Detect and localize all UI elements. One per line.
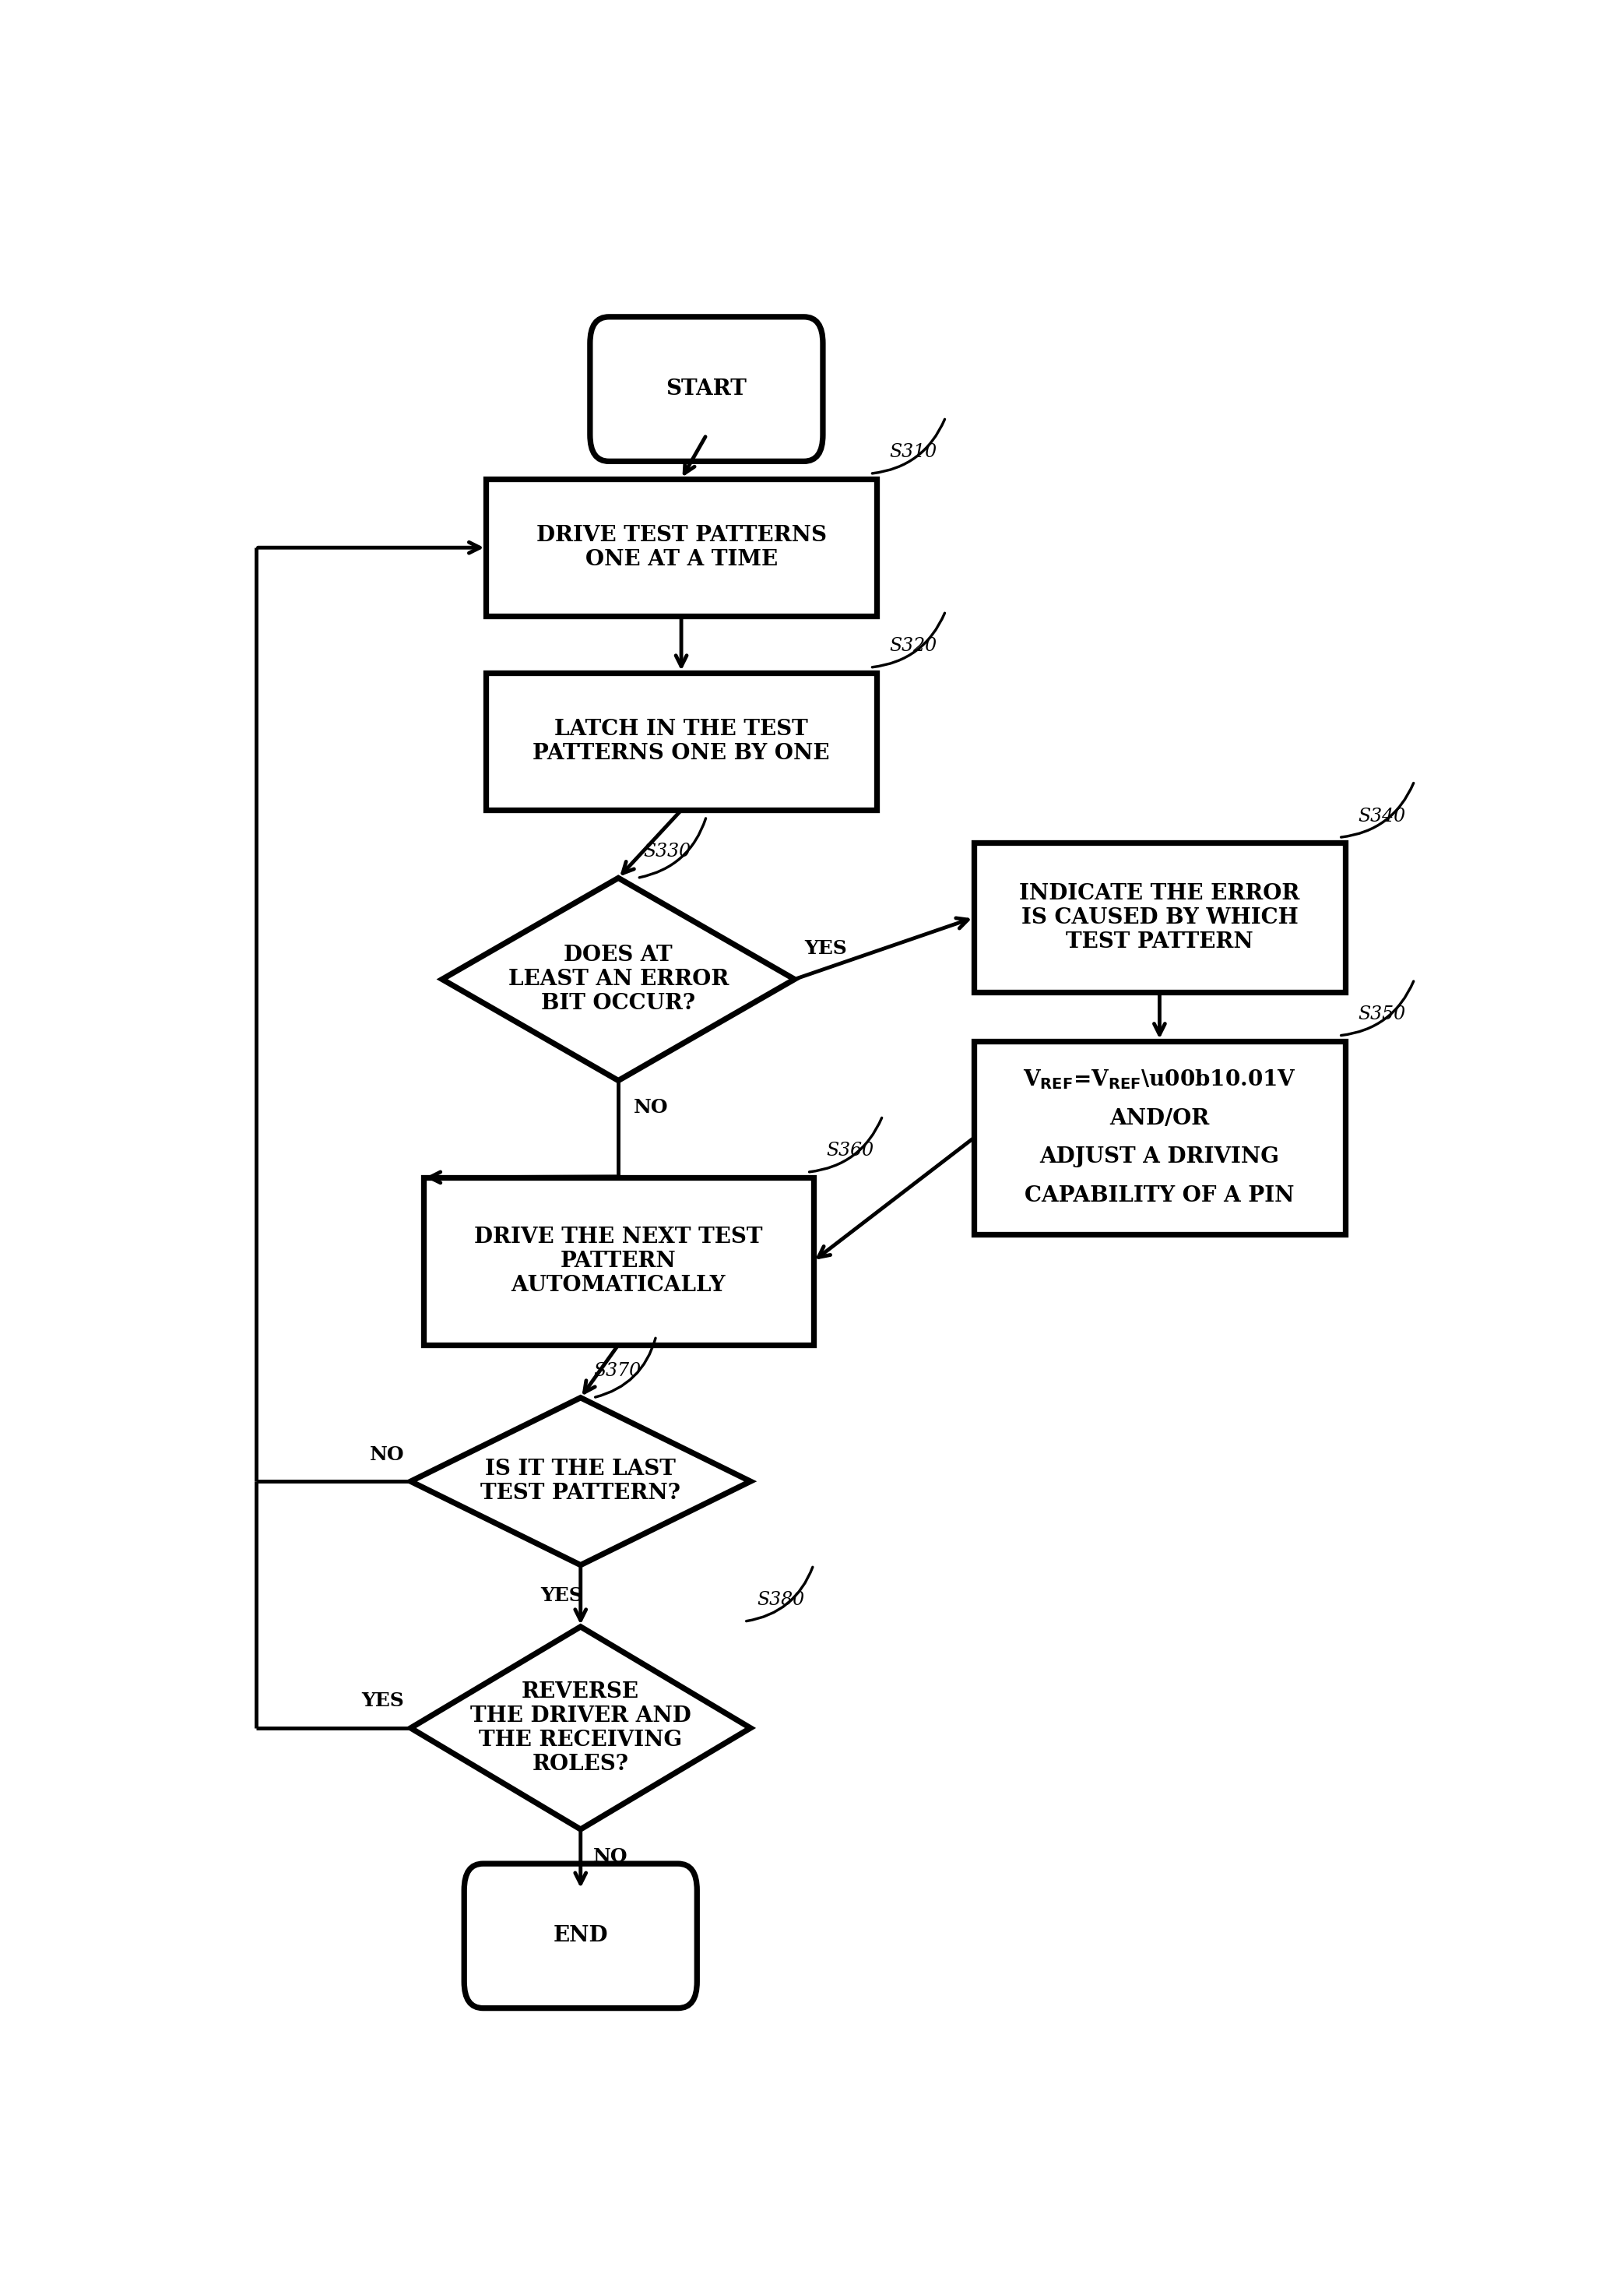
Text: S380: S380	[757, 1590, 804, 1608]
FancyBboxPatch shape	[486, 478, 877, 615]
Text: S360: S360	[827, 1142, 874, 1160]
Text: S330: S330	[643, 842, 692, 860]
Text: NO: NO	[633, 1098, 667, 1117]
Text: NO: NO	[593, 1846, 628, 1865]
Text: INDICATE THE ERROR
IS CAUSED BY WHICH
TEST PATTERN: INDICATE THE ERROR IS CAUSED BY WHICH TE…	[1020, 883, 1299, 952]
Text: NO: NO	[370, 1446, 404, 1464]
Text: DOES AT
LEAST AN ERROR
BIT OCCUR?: DOES AT LEAST AN ERROR BIT OCCUR?	[508, 945, 729, 1014]
Text: ADJUST A DRIVING: ADJUST A DRIVING	[1039, 1146, 1280, 1167]
Text: LATCH IN THE TEST
PATTERNS ONE BY ONE: LATCH IN THE TEST PATTERNS ONE BY ONE	[533, 718, 830, 764]
Text: YES: YES	[541, 1586, 583, 1604]
FancyBboxPatch shape	[486, 673, 877, 810]
Text: S310: S310	[888, 444, 937, 462]
Polygon shape	[442, 879, 794, 1080]
Text: S340: S340	[1358, 808, 1405, 826]
Polygon shape	[411, 1398, 750, 1565]
Text: CAPABILITY OF A PIN: CAPABILITY OF A PIN	[1025, 1185, 1294, 1206]
Polygon shape	[411, 1627, 750, 1830]
Text: S320: S320	[888, 636, 937, 654]
Text: REVERSE
THE DRIVER AND
THE RECEIVING
ROLES?: REVERSE THE DRIVER AND THE RECEIVING ROL…	[469, 1682, 692, 1775]
FancyBboxPatch shape	[464, 1865, 697, 2009]
Text: END: END	[554, 1926, 607, 1947]
FancyBboxPatch shape	[974, 1041, 1345, 1236]
Text: YES: YES	[804, 940, 848, 959]
Text: DRIVE THE NEXT TEST
PATTERN
AUTOMATICALLY: DRIVE THE NEXT TEST PATTERN AUTOMATICALL…	[474, 1226, 763, 1295]
Text: IS IT THE LAST
TEST PATTERN?: IS IT THE LAST TEST PATTERN?	[481, 1460, 680, 1503]
Text: START: START	[666, 378, 747, 400]
Text: AND/OR: AND/OR	[1109, 1107, 1210, 1128]
Text: YES: YES	[362, 1691, 404, 1711]
FancyBboxPatch shape	[590, 316, 823, 462]
FancyBboxPatch shape	[424, 1178, 814, 1345]
Text: S350: S350	[1358, 1004, 1405, 1023]
Text: V$_{\mathbf{REF}}$=V$_{\mathbf{REF}}$\u00b10.01V: V$_{\mathbf{REF}}$=V$_{\mathbf{REF}}$\u0…	[1023, 1068, 1296, 1091]
Text: S370: S370	[593, 1361, 641, 1380]
Text: DRIVE TEST PATTERNS
ONE AT A TIME: DRIVE TEST PATTERNS ONE AT A TIME	[536, 524, 827, 570]
FancyBboxPatch shape	[974, 842, 1345, 993]
